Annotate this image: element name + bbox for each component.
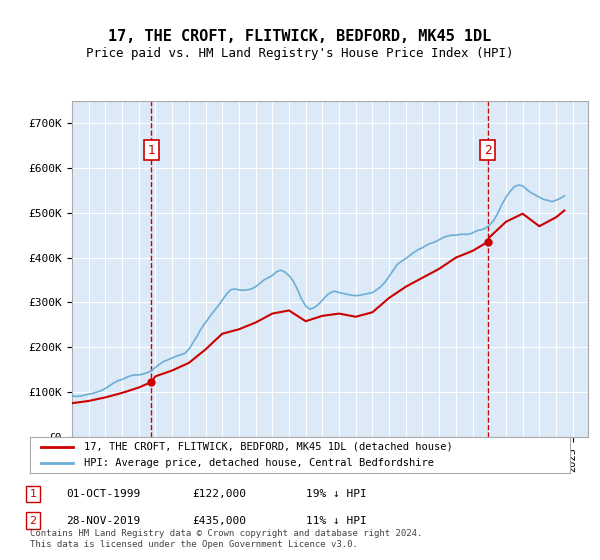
Text: 1: 1 — [147, 143, 155, 157]
Text: 11% ↓ HPI: 11% ↓ HPI — [306, 516, 367, 526]
Text: 2: 2 — [484, 143, 491, 157]
Text: 01-OCT-1999: 01-OCT-1999 — [66, 489, 140, 499]
Text: £435,000: £435,000 — [192, 516, 246, 526]
Text: 17, THE CROFT, FLITWICK, BEDFORD, MK45 1DL (detached house): 17, THE CROFT, FLITWICK, BEDFORD, MK45 1… — [84, 442, 453, 452]
Text: 1: 1 — [29, 489, 37, 499]
Text: Price paid vs. HM Land Registry's House Price Index (HPI): Price paid vs. HM Land Registry's House … — [86, 46, 514, 60]
Text: HPI: Average price, detached house, Central Bedfordshire: HPI: Average price, detached house, Cent… — [84, 458, 434, 468]
Text: 28-NOV-2019: 28-NOV-2019 — [66, 516, 140, 526]
Text: 17, THE CROFT, FLITWICK, BEDFORD, MK45 1DL: 17, THE CROFT, FLITWICK, BEDFORD, MK45 1… — [109, 29, 491, 44]
Text: 2: 2 — [29, 516, 37, 526]
Text: 19% ↓ HPI: 19% ↓ HPI — [306, 489, 367, 499]
Text: Contains HM Land Registry data © Crown copyright and database right 2024.
This d: Contains HM Land Registry data © Crown c… — [30, 529, 422, 549]
Text: £122,000: £122,000 — [192, 489, 246, 499]
